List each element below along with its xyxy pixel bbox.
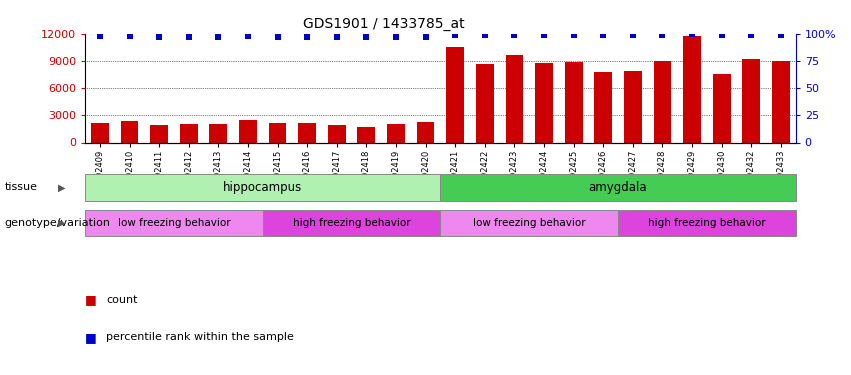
Bar: [772, 61, 790, 142]
Bar: [85, 174, 441, 201]
Bar: [476, 64, 494, 142]
Bar: [151, 125, 168, 142]
Bar: [713, 74, 730, 142]
Bar: [535, 63, 553, 142]
Title: GDS1901 / 1433785_at: GDS1901 / 1433785_at: [303, 17, 465, 32]
Text: ■: ■: [85, 331, 101, 344]
Bar: [91, 123, 109, 142]
Text: amygdala: amygdala: [589, 181, 648, 194]
Bar: [683, 36, 701, 142]
Bar: [654, 61, 671, 142]
Text: low freezing behavior: low freezing behavior: [473, 218, 585, 228]
Bar: [209, 124, 227, 142]
Bar: [618, 210, 796, 236]
Bar: [357, 127, 375, 142]
Bar: [446, 47, 464, 142]
Bar: [180, 124, 197, 142]
Text: tissue: tissue: [4, 183, 37, 192]
Bar: [441, 210, 618, 236]
Text: percentile rank within the sample: percentile rank within the sample: [106, 333, 294, 342]
Bar: [239, 120, 257, 142]
Text: ▶: ▶: [58, 218, 65, 228]
Bar: [594, 72, 612, 142]
Bar: [742, 59, 760, 142]
Text: low freezing behavior: low freezing behavior: [117, 218, 231, 228]
Text: hippocampus: hippocampus: [223, 181, 302, 194]
Text: high freezing behavior: high freezing behavior: [293, 218, 410, 228]
Text: high freezing behavior: high freezing behavior: [648, 218, 766, 228]
Text: count: count: [106, 295, 138, 305]
Bar: [121, 121, 139, 142]
Bar: [565, 62, 582, 142]
Bar: [263, 210, 441, 236]
Text: genotype/variation: genotype/variation: [4, 218, 111, 228]
Bar: [417, 122, 435, 142]
Text: ▶: ▶: [58, 183, 65, 192]
Bar: [85, 210, 263, 236]
Bar: [505, 55, 523, 142]
Bar: [624, 71, 642, 142]
Bar: [441, 174, 796, 201]
Bar: [328, 125, 346, 142]
Bar: [269, 123, 287, 142]
Bar: [387, 124, 405, 142]
Bar: [298, 123, 316, 142]
Text: ■: ■: [85, 294, 101, 306]
